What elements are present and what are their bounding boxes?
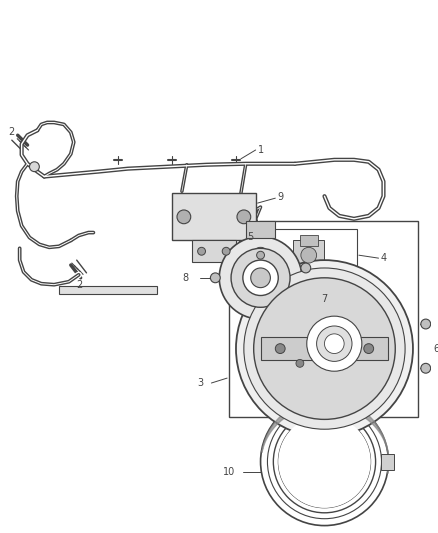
Circle shape (219, 237, 302, 319)
Text: 6: 6 (434, 344, 438, 353)
Circle shape (301, 282, 311, 293)
Circle shape (261, 398, 389, 526)
Circle shape (210, 273, 220, 282)
Circle shape (273, 410, 376, 513)
Text: 7: 7 (321, 294, 328, 304)
Bar (381, 454, 394, 470)
Text: 1: 1 (258, 145, 264, 155)
Text: 3: 3 (198, 378, 204, 388)
Circle shape (301, 263, 311, 273)
Circle shape (236, 260, 413, 437)
Circle shape (317, 326, 352, 361)
Bar (59, 286, 157, 294)
Circle shape (29, 162, 39, 172)
Text: 2: 2 (77, 280, 83, 290)
Circle shape (253, 247, 268, 263)
Bar (246, 221, 276, 238)
Circle shape (231, 248, 290, 308)
Circle shape (421, 364, 431, 373)
Circle shape (421, 319, 431, 329)
Bar (239, 229, 357, 282)
Circle shape (222, 247, 230, 255)
Circle shape (257, 251, 265, 259)
Bar (172, 193, 256, 240)
Circle shape (177, 210, 191, 224)
Bar (276, 329, 364, 339)
Circle shape (301, 247, 317, 263)
Text: 9: 9 (277, 192, 283, 202)
Circle shape (278, 415, 371, 508)
Circle shape (276, 344, 285, 353)
Circle shape (198, 247, 205, 255)
Circle shape (364, 344, 374, 353)
Circle shape (325, 334, 344, 353)
Text: 5: 5 (247, 231, 253, 241)
Text: 2: 2 (8, 127, 14, 138)
Bar (192, 240, 236, 262)
Circle shape (247, 241, 274, 269)
Circle shape (268, 405, 381, 519)
Circle shape (307, 316, 362, 371)
Bar (261, 337, 389, 360)
Circle shape (296, 359, 304, 367)
Bar (300, 235, 318, 246)
Circle shape (278, 415, 371, 508)
Circle shape (251, 268, 270, 288)
Text: 4: 4 (381, 253, 387, 263)
Circle shape (244, 268, 405, 429)
Circle shape (254, 278, 395, 419)
Text: 10: 10 (223, 466, 236, 477)
Circle shape (243, 260, 278, 295)
Bar (229, 221, 418, 417)
Text: 8: 8 (182, 273, 188, 283)
Circle shape (237, 210, 251, 224)
Bar (293, 240, 325, 270)
